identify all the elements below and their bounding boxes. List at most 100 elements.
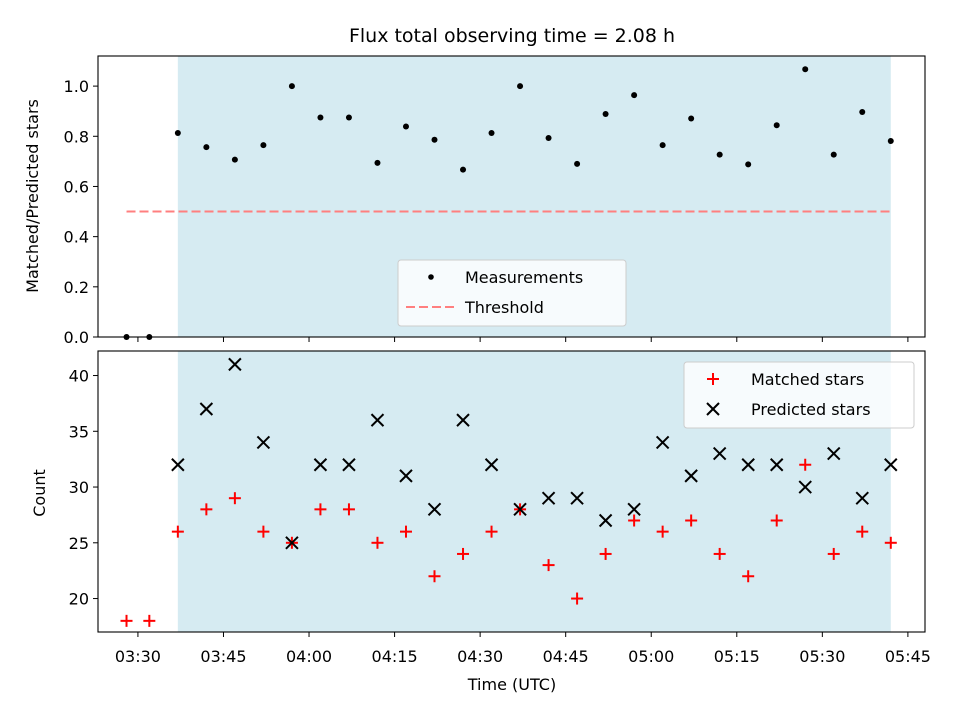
predicted-stars-point — [798, 480, 812, 494]
bottom-axes-frame — [97, 350, 926, 633]
x-tick-label: 05:15 — [714, 647, 760, 666]
top-y-tick-label: 1.0 — [64, 77, 89, 96]
x-stroke-b — [627, 502, 641, 517]
x-stroke-b — [228, 357, 242, 372]
x-stroke-b — [513, 502, 527, 517]
matched-stars-point — [314, 503, 327, 516]
matched-stars-point — [457, 547, 470, 560]
x-stroke-b — [342, 458, 356, 472]
predicted-stars-point — [741, 458, 755, 472]
predicted-stars-point — [827, 446, 841, 461]
measurement-point — [545, 135, 552, 142]
measurement-point — [659, 142, 666, 149]
measurement-point — [260, 142, 267, 149]
x-stroke-b — [827, 446, 841, 461]
measurement-point — [745, 161, 752, 168]
x-tick-label: 05:00 — [628, 647, 674, 666]
x-stroke-b — [399, 469, 413, 483]
matched-stars-point — [884, 536, 897, 549]
matched-stars-point — [257, 525, 270, 538]
predicted-stars-point — [884, 458, 898, 472]
x-stroke-b — [313, 458, 328, 472]
bottom-y-ticks: 20 25 30 35 40 — [69, 367, 98, 609]
count-points — [120, 357, 898, 627]
legend-threshold-label: Threshold — [464, 298, 544, 317]
x-tick-label: 05:45 — [885, 647, 931, 666]
bottom-x-ticks: 03:30 03:45 04:00 04:15 04:30 04:45 05:00 05:15… — [115, 632, 931, 666]
x-tick-label: 05:30 — [799, 647, 845, 666]
measurement-points — [123, 66, 894, 340]
predicted-stars-point — [399, 469, 413, 483]
bottom-y-tick-label: 20 — [69, 590, 89, 609]
x-stroke-b — [712, 446, 727, 461]
matched-stars-point — [856, 525, 869, 538]
top-x-ticks — [137, 337, 909, 342]
measurement-point — [602, 110, 609, 117]
top-y-tick-label: 0.2 — [64, 278, 89, 297]
measurement-point — [716, 151, 723, 158]
legend-predicted-marker — [706, 402, 720, 416]
measurement-point — [488, 130, 495, 137]
matched-stars-point — [628, 514, 641, 527]
measurement-point — [631, 92, 638, 99]
measurement-point — [773, 122, 780, 129]
predicted-stars-point — [684, 469, 698, 483]
measurement-point — [203, 144, 210, 151]
measurement-point — [859, 108, 866, 115]
measurement-point — [374, 159, 381, 166]
measurement-point — [231, 156, 238, 163]
measurement-point — [574, 160, 581, 167]
measurement-point — [460, 166, 467, 173]
top-y-axis-label: Matched/Predicted stars — [23, 99, 42, 293]
predicted-stars-point — [456, 413, 470, 427]
measurement-point — [688, 115, 695, 122]
matched-stars-point — [742, 570, 755, 583]
x-stroke-b — [171, 458, 185, 472]
x-tick-label: 04:00 — [286, 647, 332, 666]
predicted-stars-point — [313, 458, 328, 472]
legend-measurements-label: Measurements — [465, 268, 583, 287]
x-stroke-b — [456, 413, 470, 427]
predicted-stars-point — [199, 402, 214, 416]
predicted-stars-point — [427, 502, 442, 517]
chart-title: Flux total observing time = 2.08 h — [349, 25, 675, 47]
legend-predicted-label: Predicted stars — [751, 400, 871, 419]
top-legend: Measurements Threshold — [397, 259, 627, 327]
matched-stars-point — [685, 514, 698, 527]
x-stroke-b — [770, 458, 784, 472]
x-stroke-b — [798, 480, 812, 494]
measurement-point — [402, 123, 409, 130]
x-tick-label: 04:15 — [372, 647, 418, 666]
legend-measurements-marker — [428, 274, 434, 280]
measurement-point — [830, 151, 837, 158]
top-y-tick-label: 0.0 — [64, 328, 89, 347]
measurement-point — [431, 136, 438, 143]
matched-stars-point — [143, 614, 156, 627]
predicted-stars-point — [770, 458, 784, 472]
matched-stars-point — [542, 559, 555, 572]
matched-stars-point — [827, 547, 840, 560]
bottom-y-tick-label: 40 — [69, 367, 89, 386]
matched-stars-point — [428, 570, 441, 583]
x-stroke-b — [855, 491, 869, 505]
predicted-stars-point — [256, 435, 271, 450]
x-tick-label: 03:45 — [200, 647, 246, 666]
measurement-point — [517, 83, 524, 90]
x-stroke-b — [285, 536, 299, 550]
x-tick-label: 03:30 — [115, 647, 161, 666]
x-axis-label: Time (UTC) — [467, 675, 556, 694]
measurement-point — [802, 66, 809, 73]
x-stroke-b — [484, 458, 499, 472]
x-stroke-b — [256, 435, 271, 450]
matched-stars-point — [171, 525, 184, 538]
top-y-ticks: 0.0 0.2 0.4 0.6 0.8 1.0 — [64, 77, 98, 347]
predicted-stars-point — [484, 458, 499, 472]
predicted-stars-point — [370, 413, 385, 427]
x-stroke-b — [541, 491, 556, 505]
predicted-stars-point — [627, 502, 641, 517]
x-stroke-b — [598, 513, 613, 528]
matched-stars-point — [770, 514, 783, 527]
matched-stars-point — [485, 525, 498, 538]
x-tick-label: 04:45 — [543, 647, 589, 666]
